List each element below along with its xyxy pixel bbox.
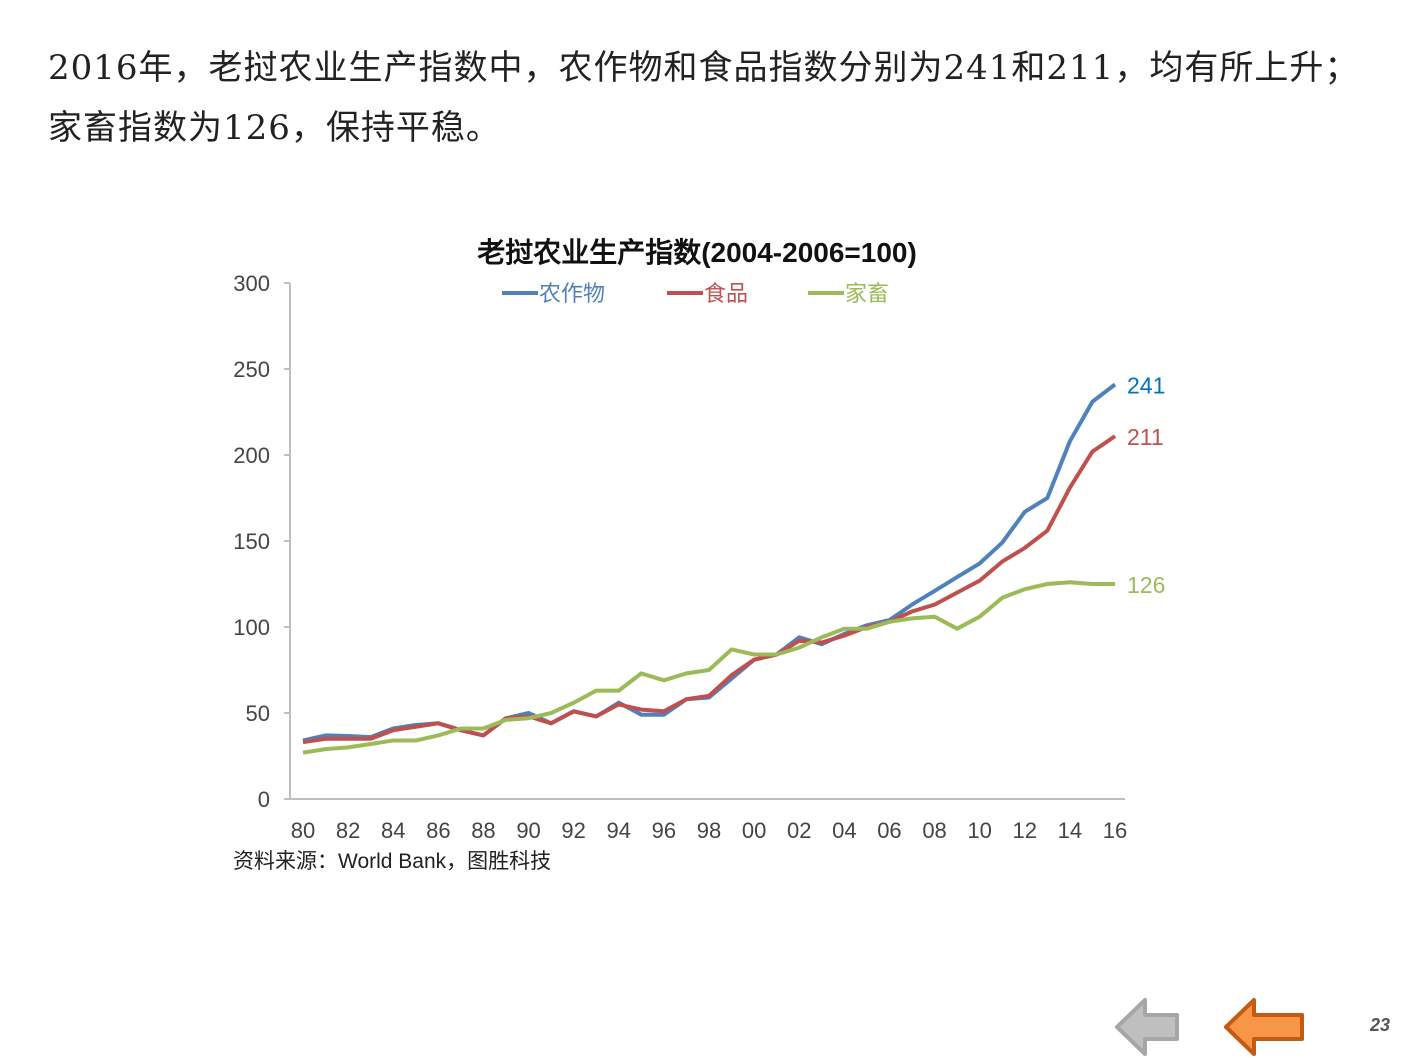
x-tick-label: 92 <box>561 818 585 843</box>
series-line-1 <box>302 434 1117 745</box>
x-tick-label: 98 <box>697 818 721 843</box>
x-tick-label: 10 <box>967 818 991 843</box>
back-arrow-orange-button[interactable] <box>1222 996 1308 1058</box>
y-tick-label: 50 <box>246 701 270 726</box>
source-note: 资料来源：World Bank，图胜科技 <box>233 850 551 873</box>
legend-label: 家畜 <box>845 281 889 306</box>
headline: 2016年，老挝农业生产指数中，农作物和食品指数分别为241和211，均有所上升… <box>48 48 1360 148</box>
arrow-left-icon <box>1224 998 1304 1056</box>
x-tick-label: 00 <box>742 818 766 843</box>
line-chart: 老挝农业生产指数(2004-2006=100) 农作物 食品 家畜 0 50 100 15… <box>233 237 1165 873</box>
series-line-2 <box>302 580 1115 755</box>
legend-label: 农作物 <box>539 281 605 306</box>
y-tick-label: 300 <box>233 271 270 296</box>
end-data-label: 126 <box>1127 572 1165 598</box>
x-tick-label: 14 <box>1058 818 1082 843</box>
y-tick-label: 0 <box>258 787 270 812</box>
x-tick-label: 82 <box>336 818 360 843</box>
x-tick-label: 02 <box>787 818 811 843</box>
x-tick-label: 16 <box>1103 818 1127 843</box>
chart-title: 老挝农业生产指数(2004-2006=100) <box>477 237 917 268</box>
y-tick-label: 150 <box>233 529 270 554</box>
legend-label: 食品 <box>704 281 748 306</box>
x-tick-label: 84 <box>381 818 405 843</box>
page-number: 23 <box>1370 1015 1391 1035</box>
end-data-label: 241 <box>1127 372 1165 398</box>
x-tick-label: 08 <box>922 818 946 843</box>
x-tick-label: 04 <box>832 818 856 843</box>
back-arrow-gray-button[interactable] <box>1113 996 1183 1058</box>
legend: 农作物 食品 家畜 <box>502 281 889 306</box>
x-tick-label: 94 <box>607 818 631 843</box>
x-tick-label: 90 <box>516 818 540 843</box>
x-tick-label: 96 <box>652 818 676 843</box>
x-tick-label: 12 <box>1013 818 1037 843</box>
arrow-left-icon <box>1115 998 1179 1056</box>
x-tick-label: 88 <box>471 818 495 843</box>
y-tick-label: 200 <box>233 443 270 468</box>
x-tick-label: 80 <box>291 818 315 843</box>
end-data-label: 211 <box>1127 424 1164 450</box>
y-tick-label: 250 <box>233 357 270 382</box>
x-tick-label: 06 <box>877 818 901 843</box>
y-tick-label: 100 <box>233 615 270 640</box>
x-tick-label: 86 <box>426 818 450 843</box>
series-line-0 <box>302 382 1117 743</box>
